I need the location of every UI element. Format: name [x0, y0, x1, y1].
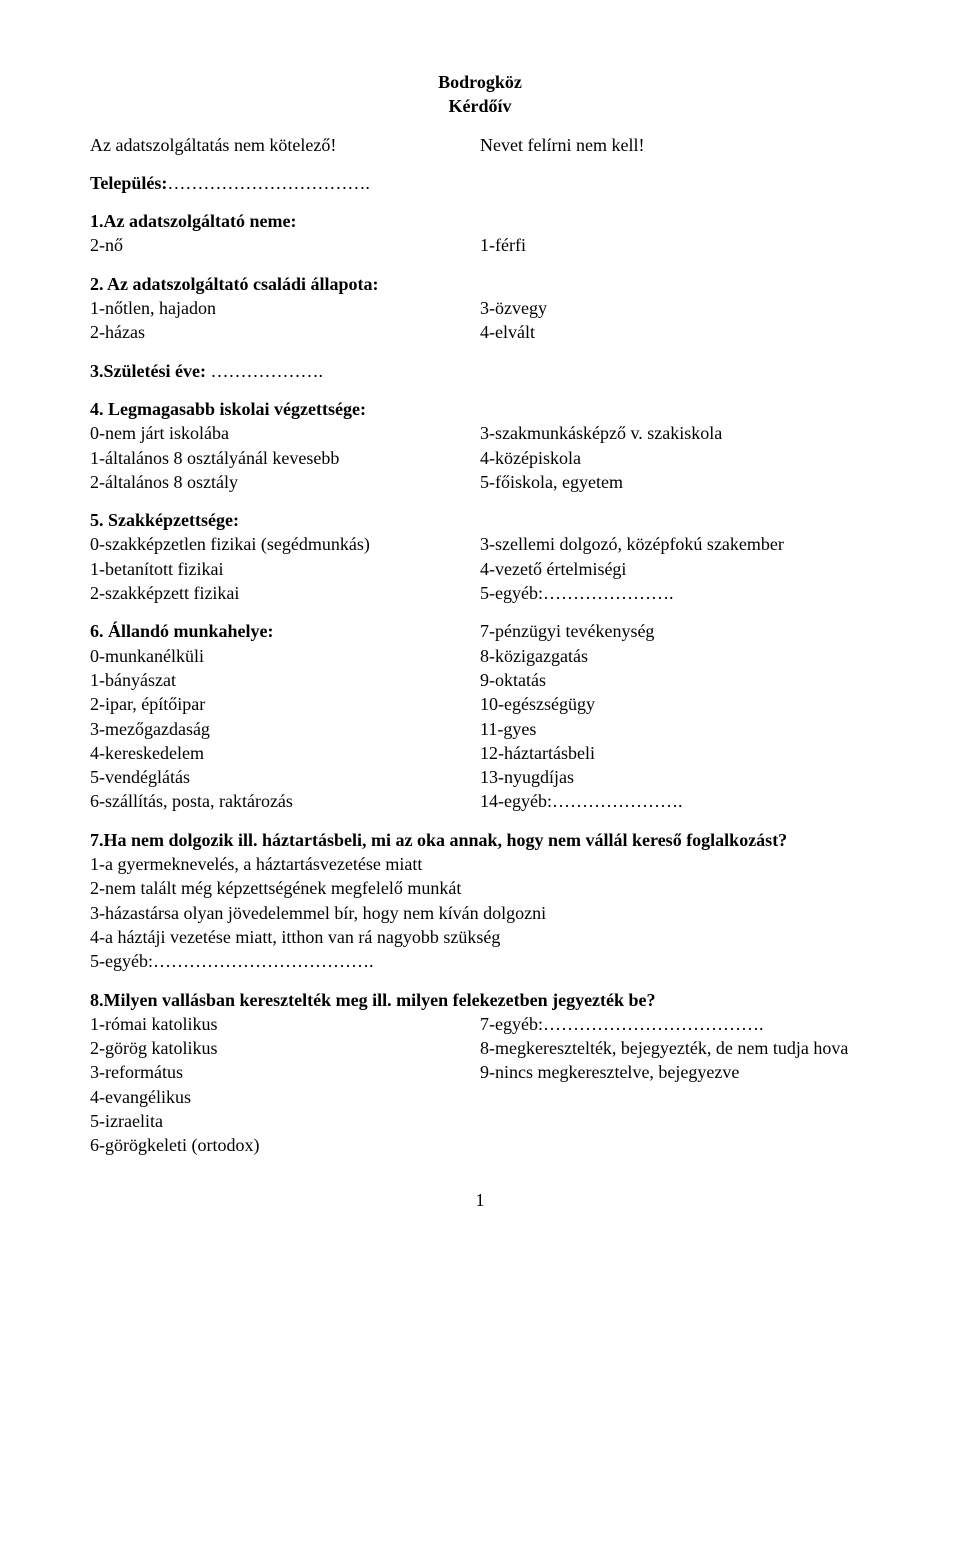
- q6-l4: 3-mezőgazdaság: [90, 717, 480, 741]
- q7-l3: 3-házastársa olyan jövedelemmel bír, hog…: [90, 901, 870, 925]
- q6-l7: 6-szállítás, posta, raktározás: [90, 789, 480, 813]
- q1-left: 2-nő: [90, 233, 480, 257]
- q8-r3: 9-nincs megkeresztelve, bejegyezve: [480, 1060, 870, 1084]
- q8-l6: 6-görögkeleti (ortodox): [90, 1133, 480, 1157]
- q4-r2: 4-középiskola: [480, 446, 870, 470]
- q8-l3: 3-református: [90, 1060, 480, 1084]
- q5-l2: 1-betanított fizikai: [90, 557, 480, 581]
- q2-l2: 2-házas: [90, 320, 480, 344]
- intro-right: Nevet felírni nem kell!: [480, 133, 870, 157]
- q7-l5: 5-egyéb:……………………………….: [90, 949, 870, 973]
- q6-heading: 6. Állandó munkahelye:: [90, 619, 480, 643]
- q4-r3: 5-főiskola, egyetem: [480, 470, 870, 494]
- q5-l3: 2-szakképzett fizikai: [90, 581, 480, 605]
- q6-r6: 13-nyugdíjas: [480, 765, 870, 789]
- q8-r1: 7-egyéb:……………………………….: [480, 1012, 870, 1036]
- q4-l1: 0-nem járt iskolába: [90, 421, 480, 445]
- q8-l4: 4-evangélikus: [90, 1085, 480, 1109]
- q7-l4: 4-a háztáji vezetése miatt, itthon van r…: [90, 925, 870, 949]
- q4-r1: 3-szakmunkásképző v. szakiskola: [480, 421, 870, 445]
- intro-left: Az adatszolgáltatás nem kötelező!: [90, 133, 480, 157]
- q7-heading: 7.Ha nem dolgozik ill. háztartásbeli, mi…: [90, 828, 870, 852]
- q2-r2: 4-elvált: [480, 320, 870, 344]
- q7-l2: 2-nem talált még képzettségének megfelel…: [90, 876, 870, 900]
- q4-heading: 4. Legmagasabb iskolai végzettsége:: [90, 397, 870, 421]
- q7-block: 7.Ha nem dolgozik ill. háztartásbeli, mi…: [90, 828, 870, 974]
- q6-r3: 10-egészségügy: [480, 692, 870, 716]
- q5-r1: 3-szellemi dolgozó, középfokú szakember: [480, 532, 870, 556]
- q3-block: 3.Születési éve: ……………….: [90, 359, 870, 383]
- q5-block: 5. Szakképzettsége: 0-szakképzetlen fizi…: [90, 508, 870, 605]
- q6-r2: 9-oktatás: [480, 668, 870, 692]
- q8-heading: 8.Milyen vallásban keresztelték meg ill.…: [90, 988, 870, 1012]
- q6-r1: 8-közigazgatás: [480, 644, 870, 668]
- q1-block: 1.Az adatszolgáltató neme: 2-nő 1-férfi: [90, 209, 870, 258]
- q6-l6: 5-vendéglátás: [90, 765, 480, 789]
- q5-l1: 0-szakképzetlen fizikai (segédmunkás): [90, 532, 480, 556]
- q6-l5: 4-kereskedelem: [90, 741, 480, 765]
- q2-l1: 1-nőtlen, hajadon: [90, 296, 480, 320]
- doc-title-2: Kérdőív: [90, 94, 870, 118]
- q6-l1: 0-munkanélküli: [90, 644, 480, 668]
- page-number: 1: [90, 1188, 870, 1212]
- q6-block: 6. Állandó munkahelye: 0-munkanélküli 1-…: [90, 619, 870, 813]
- q5-r2: 4-vezető értelmiségi: [480, 557, 870, 581]
- q6-r7: 14-egyéb:………………….: [480, 789, 870, 813]
- q5-heading: 5. Szakképzettsége:: [90, 508, 870, 532]
- q4-l2: 1-általános 8 osztályánál kevesebb: [90, 446, 480, 470]
- q1-right: 1-férfi: [480, 233, 870, 257]
- q3-dots: ……………….: [206, 361, 323, 381]
- q2-r1: 3-özvegy: [480, 296, 870, 320]
- q2-heading: 2. Az adatszolgáltató családi állapota:: [90, 272, 870, 296]
- q8-l2: 2-görög katolikus: [90, 1036, 480, 1060]
- doc-title-1: Bodrogköz: [90, 70, 870, 94]
- q2-block: 2. Az adatszolgáltató családi állapota: …: [90, 272, 870, 345]
- q8-r2: 8-megkeresztelték, bejegyezték, de nem t…: [480, 1036, 870, 1060]
- q5-r3: 5-egyéb:………………….: [480, 581, 870, 605]
- q6-r4: 11-gyes: [480, 717, 870, 741]
- q6-r0: 7-pénzügyi tevékenység: [480, 619, 870, 643]
- q3-heading: 3.Születési éve:: [90, 361, 206, 381]
- q4-block: 4. Legmagasabb iskolai végzettsége: 0-ne…: [90, 397, 870, 494]
- q6-r5: 12-háztartásbeli: [480, 741, 870, 765]
- q6-l2: 1-bányászat: [90, 668, 480, 692]
- q8-block: 8.Milyen vallásban keresztelték meg ill.…: [90, 988, 870, 1158]
- telepules-label: Település:: [90, 173, 167, 193]
- q7-l1: 1-a gyermeknevelés, a háztartásvezetése …: [90, 852, 870, 876]
- q4-l3: 2-általános 8 osztály: [90, 470, 480, 494]
- intro-row: Az adatszolgáltatás nem kötelező! Nevet …: [90, 133, 870, 157]
- telepules-dots: …………………………….: [167, 173, 370, 193]
- telepules-row: Település:…………………………….: [90, 171, 870, 195]
- q1-heading: 1.Az adatszolgáltató neme:: [90, 209, 870, 233]
- q8-l1: 1-római katolikus: [90, 1012, 480, 1036]
- q6-l3: 2-ipar, építőipar: [90, 692, 480, 716]
- q8-l5: 5-izraelita: [90, 1109, 480, 1133]
